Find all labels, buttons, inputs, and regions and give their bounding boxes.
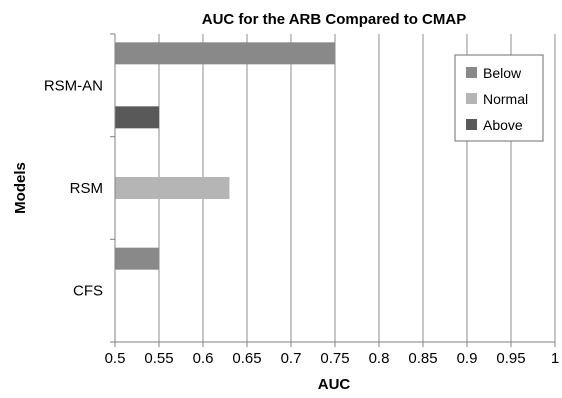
legend-swatch-above [466,119,477,130]
x-tick-label: 1 [551,350,559,367]
x-axis-ticks: 0.5 0.55 0.6 0.65 0.7 0.75 0.8 0.85 0.9 0.95 1 [105,342,559,367]
legend-label-normal: Normal [483,91,528,107]
bars [115,42,335,270]
x-axis-title: AUC [318,376,351,393]
x-tick-label: 0.85 [408,350,437,367]
y-axis-title: Models [12,162,29,214]
bar-above [115,106,159,129]
x-tick-label: 0.6 [193,350,214,367]
category-label: CFS [73,283,103,300]
bar-below [115,42,335,65]
x-tick-label: 0.8 [369,350,390,367]
x-tick-label: 0.9 [457,350,478,367]
legend: Below Normal Above [454,54,544,142]
category-label: RSM-AN [44,77,103,94]
bar-normal [115,177,230,199]
legend-label-below: Below [483,65,522,81]
grid-lines [158,34,556,342]
x-tick-label: 0.5 [105,350,126,367]
category-label: RSM [70,180,103,197]
chart-title: AUC for the ARB Compared to CMAP [202,11,466,28]
bar-below [115,247,159,270]
y-axis-categories: RSM-AN RSM CFS [44,33,115,343]
legend-swatch-below [466,67,477,78]
x-tick-label: 0.75 [320,350,349,367]
x-tick-label: 0.55 [144,350,173,367]
legend-swatch-normal [466,93,477,104]
legend-label-above: Above [483,117,523,133]
x-tick-label: 0.65 [232,350,261,367]
x-tick-label: 0.7 [281,350,302,367]
x-tick-label: 0.95 [496,350,525,367]
